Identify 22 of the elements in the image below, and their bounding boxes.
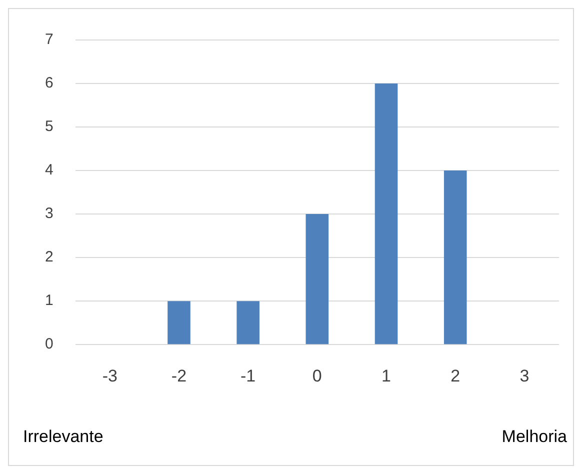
x-tick-label: -2 — [171, 366, 187, 386]
x-tick-label: 1 — [382, 366, 391, 386]
text: Melhoria — [502, 427, 567, 447]
x-tick-label: 2 — [450, 366, 460, 386]
y-tick-label: 4 — [45, 162, 54, 179]
x-tick-label: -1 — [240, 366, 256, 386]
bar — [374, 84, 398, 344]
bar — [168, 301, 190, 344]
y-tick-label: 1 — [45, 292, 54, 310]
text: Irrelevante — [23, 427, 104, 447]
y-tick-label: 5 — [45, 118, 54, 136]
x-tick-label: 3 — [520, 366, 530, 386]
y-tick-label: 2 — [45, 248, 54, 266]
x-tick-label: -3 — [102, 366, 118, 386]
y-tick-label: 6 — [45, 74, 54, 92]
bar — [236, 301, 260, 344]
bar — [306, 214, 329, 344]
y-tick-label: 7 — [45, 31, 54, 48]
bar — [444, 170, 467, 344]
y-tick-label: 3 — [45, 205, 54, 222]
x-tick-label: 0 — [312, 366, 322, 386]
y-tick-label: 0 — [45, 336, 54, 353]
